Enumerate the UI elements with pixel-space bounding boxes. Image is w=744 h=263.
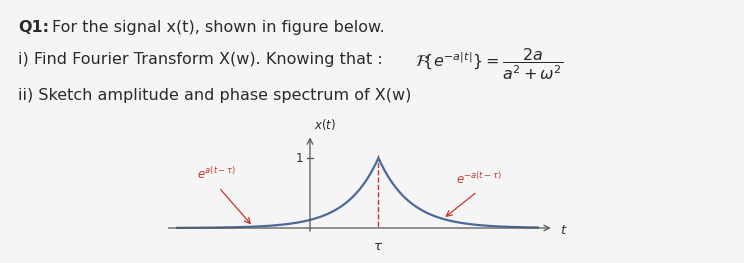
Text: i) Find Fourier Transform X(w). Knowing that :: i) Find Fourier Transform X(w). Knowing … (18, 52, 382, 67)
Text: ii) Sketch amplitude and phase spectrum of X(w): ii) Sketch amplitude and phase spectrum … (18, 88, 411, 103)
Text: $x(t)$: $x(t)$ (314, 118, 336, 133)
Text: $t$: $t$ (559, 224, 567, 236)
Text: Q1:: Q1: (18, 20, 49, 35)
Text: $e^{a(t-\tau)}$: $e^{a(t-\tau)}$ (197, 166, 237, 183)
Text: $e^{-a(t-\tau)}$: $e^{-a(t-\tau)}$ (456, 171, 502, 187)
Text: $\mathcal{F}\!\left\{e^{-a|t|}\right\} = \dfrac{2a}{a^2+\omega^2}$: $\mathcal{F}\!\left\{e^{-a|t|}\right\} =… (415, 46, 563, 82)
Text: 1: 1 (295, 151, 303, 164)
Text: $\tau$: $\tau$ (373, 240, 383, 253)
Text: For the signal x(t), shown in figure below.: For the signal x(t), shown in figure bel… (52, 20, 385, 35)
